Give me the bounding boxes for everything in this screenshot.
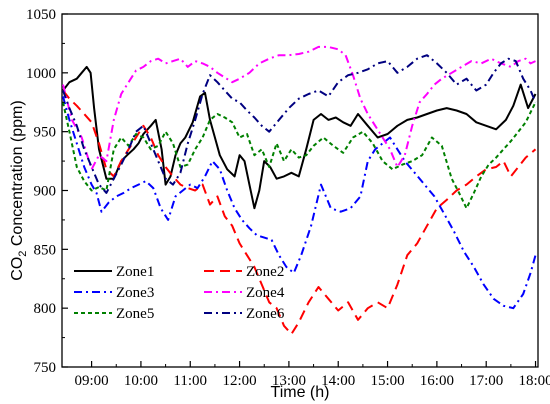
y-axis-label: CO2 Concentration (ppm)	[9, 100, 29, 280]
legend: Zone1 Zone2 Zone3 Zone4 Zone5 Zone6	[74, 264, 285, 322]
series-line-zone4	[62, 45, 536, 171]
axis-layer: 09:00 10:00 11:00 12:00 13:00 14:00 15:00 16:00…	[26, 7, 550, 389]
y-tick-label: 900	[34, 184, 57, 200]
x-tick-label: 18:00	[518, 373, 550, 389]
legend-label-zone2: Zone2	[246, 264, 284, 280]
x-tick-label: 14:00	[321, 373, 355, 389]
series-line-zone6	[62, 54, 537, 194]
y-axis-label-prefix: CO	[9, 257, 26, 281]
y-tick-label: 750	[34, 360, 57, 376]
legend-label-zone4: Zone4	[246, 285, 285, 301]
legend-label-zone5: Zone5	[116, 306, 154, 322]
y-axis-label-suffix: Concentration (ppm)	[9, 100, 26, 250]
y-tick-label: 1050	[26, 7, 56, 23]
y-tick-label: 950	[34, 125, 57, 141]
x-tick-label: 17:00	[469, 373, 503, 389]
series-line-zone3	[62, 96, 537, 310]
legend-label-zone3: Zone3	[116, 285, 154, 301]
y-tick-label: 850	[34, 242, 57, 258]
series-line-zone5	[62, 101, 537, 210]
series-line-zone1	[62, 65, 537, 210]
legend-label-zone6: Zone6	[246, 306, 285, 322]
x-tick-label: 11:00	[173, 373, 207, 389]
y-axis-label-subscript: 2	[17, 251, 29, 257]
x-tick-label: 13:00	[272, 373, 306, 389]
x-tick-label: 16:00	[420, 373, 454, 389]
x-axis-label: Time (h)	[271, 384, 330, 401]
x-tick-label: 09:00	[75, 373, 109, 389]
y-tick-label: 800	[34, 301, 57, 317]
legend-label-zone1: Zone1	[116, 264, 154, 280]
y-tick-label: 1000	[26, 66, 56, 82]
x-tick-label: 10:00	[124, 373, 158, 389]
x-tick-label: 15:00	[370, 373, 404, 389]
x-tick-label: 12:00	[222, 373, 256, 389]
series-layer	[62, 45, 537, 336]
